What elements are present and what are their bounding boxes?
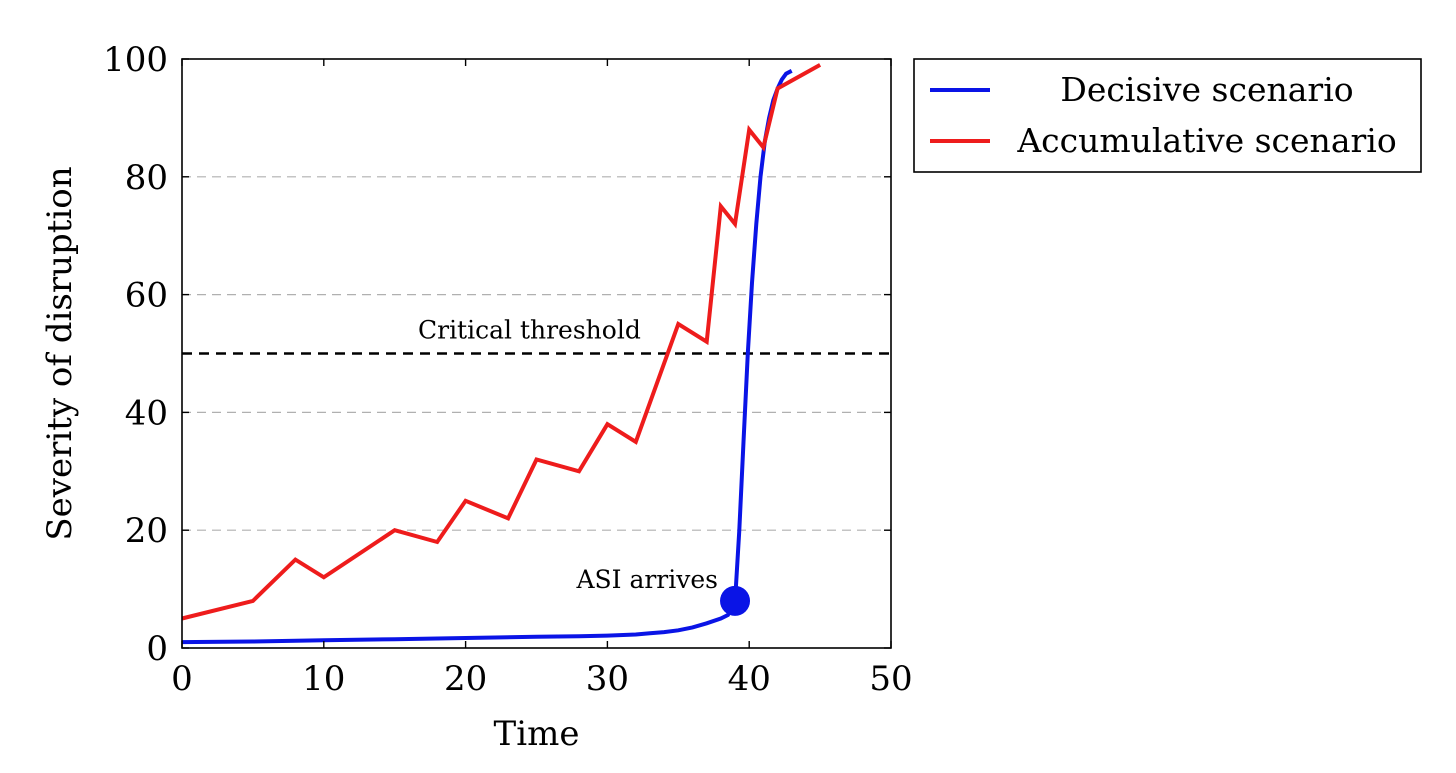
x-tick-label: 0 [171, 659, 193, 699]
y-tick-label: 20 [125, 511, 168, 551]
asi-arrives-label: ASI arrives [575, 565, 718, 594]
x-tick-label: 20 [444, 659, 487, 699]
asi-arrives-marker [720, 585, 751, 616]
y-axis-title: Severity of disruption [40, 166, 80, 540]
series-line-decisive [181, 69, 793, 645]
x-tick-label: 30 [586, 659, 629, 699]
critical-threshold-label: Critical threshold [418, 316, 641, 345]
legend: Decisive scenario Accumulative scenario [913, 58, 1422, 173]
series-layer [181, 63, 822, 645]
annotation-layer: ASI arrives [575, 565, 751, 616]
y-tick-label: 60 [125, 276, 168, 316]
series-line-accumulative [181, 63, 822, 621]
reference-line-layer: Critical threshold [182, 316, 891, 355]
tick-layer: 0 20 40 60 80 100 0 10 20 30 40 50 [103, 40, 913, 699]
x-tick-label: 10 [302, 659, 345, 699]
legend-box [913, 58, 1422, 173]
y-tick-label: 40 [125, 393, 168, 433]
x-axis-title: Time [494, 714, 580, 754]
y-tick-label: 0 [146, 629, 168, 669]
y-tick-label: 80 [125, 158, 168, 198]
x-tick-label: 50 [869, 659, 912, 699]
plot-frame [181, 58, 892, 649]
x-tick-label: 40 [728, 659, 771, 699]
y-tick-label: 100 [103, 40, 168, 80]
legend-label-accumulative: Accumulative scenario [1016, 121, 1396, 160]
legend-label-decisive: Decisive scenario [1060, 70, 1353, 109]
grid-layer [182, 176, 891, 531]
